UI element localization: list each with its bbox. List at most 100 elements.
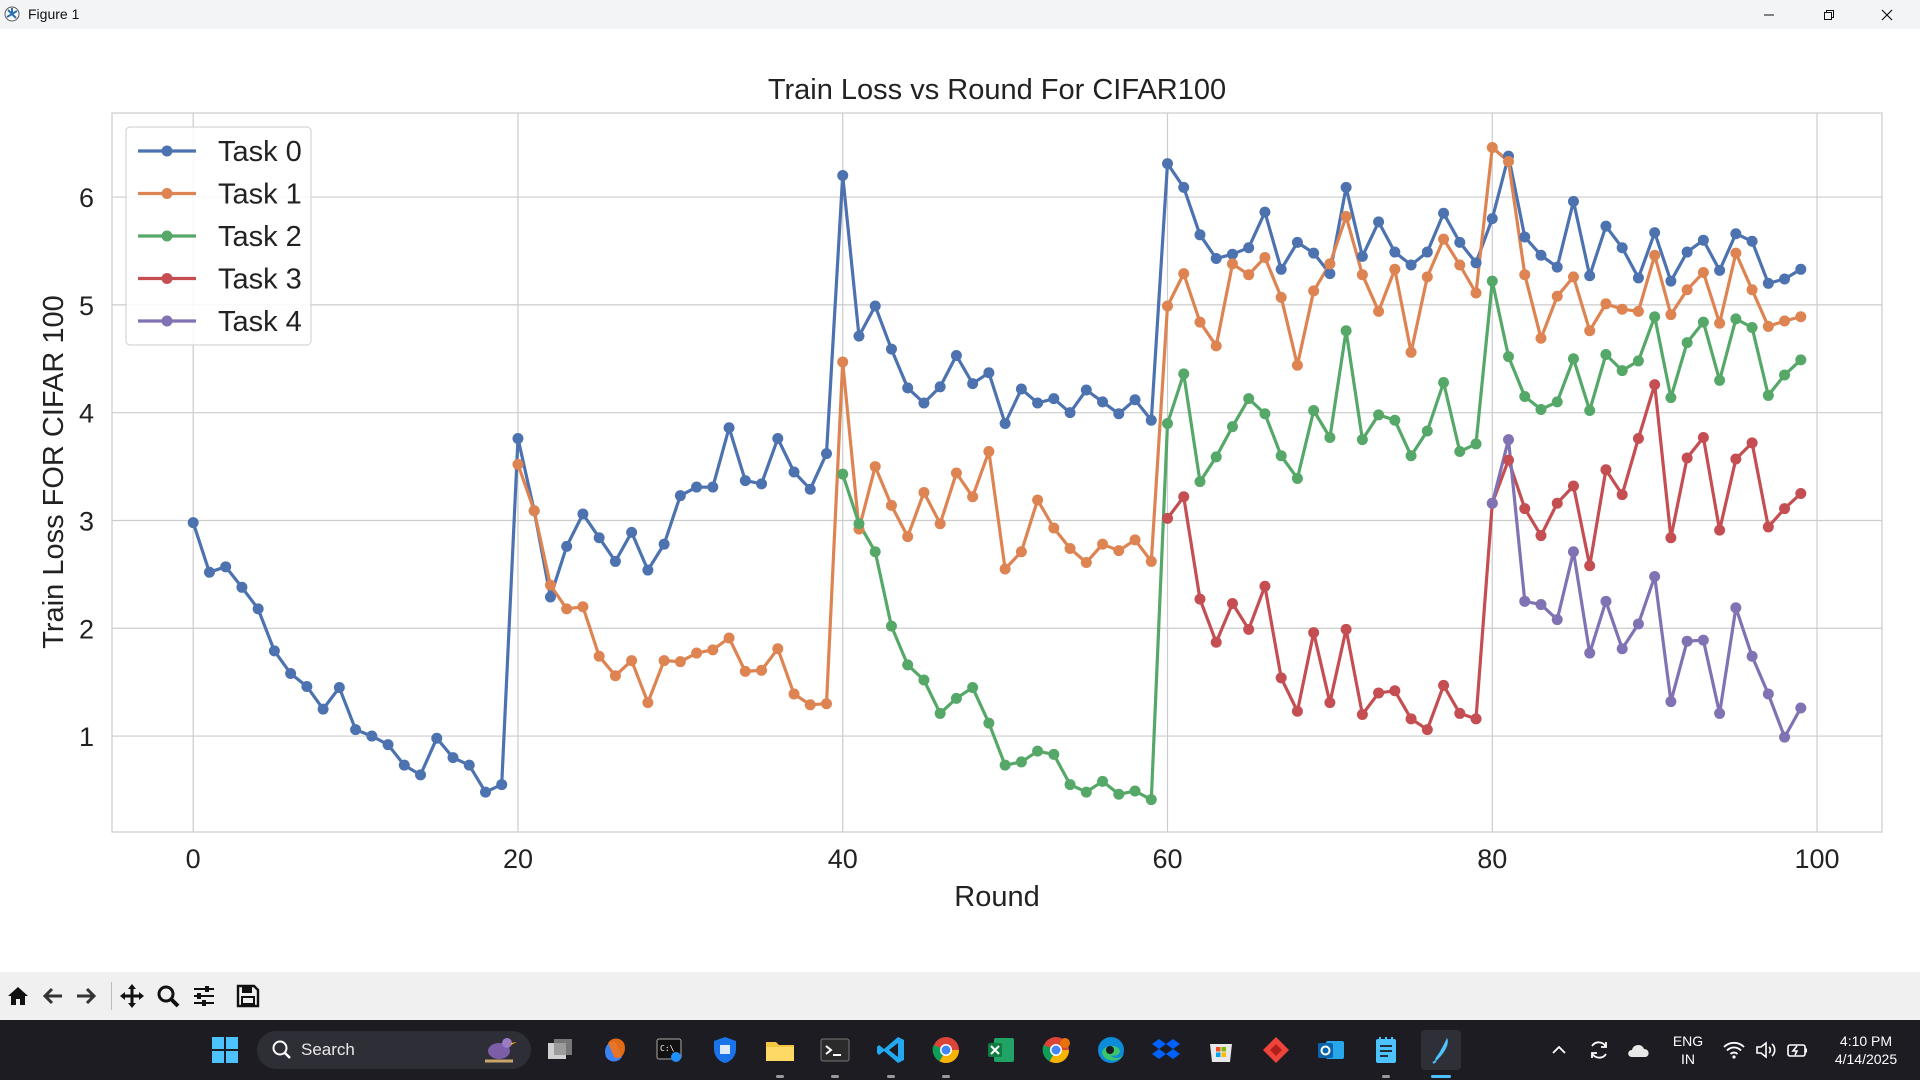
data-point-task-0: [366, 730, 378, 742]
data-point-task-0: [1340, 181, 1352, 193]
forward-button[interactable]: [70, 980, 102, 1012]
data-point-task-4: [1519, 595, 1531, 607]
data-point-task-1: [1681, 284, 1693, 296]
configure-subplots-button[interactable]: [188, 980, 220, 1012]
copilot-button[interactable]: [595, 1030, 635, 1070]
data-point-task-0: [1064, 407, 1076, 419]
chrome-button[interactable]: [926, 1030, 966, 1078]
task-view-button[interactable]: [541, 1030, 581, 1070]
data-point-task-4: [1503, 434, 1515, 446]
data-point-task-3: [1438, 679, 1450, 691]
python-figure-button[interactable]: [1421, 1030, 1461, 1078]
data-point-task-2: [1567, 353, 1579, 365]
data-point-task-4: [1486, 497, 1498, 509]
anydesk-button[interactable]: [1256, 1030, 1296, 1070]
notepad-button[interactable]: [1366, 1030, 1406, 1078]
back-button[interactable]: [37, 980, 69, 1012]
data-point-task-2: [1795, 354, 1807, 366]
data-point-task-0: [788, 466, 800, 478]
data-point-task-0: [382, 739, 394, 751]
data-point-task-1: [512, 458, 524, 470]
clock[interactable]: 4:10 PM 4/14/2025: [1820, 1032, 1912, 1068]
start-button[interactable]: [205, 1030, 245, 1070]
data-point-task-0: [739, 475, 751, 487]
onedrive-tray-button[interactable]: [1621, 1030, 1657, 1070]
data-point-task-3: [1665, 532, 1677, 544]
data-point-task-4: [1795, 702, 1807, 714]
data-point-task-0: [447, 752, 459, 764]
edge-button[interactable]: [1091, 1030, 1131, 1070]
data-point-task-0: [1226, 248, 1238, 260]
data-point-task-1: [1438, 233, 1450, 245]
figure-canvas[interactable]: 0 20 40 60 80 100 1 2 3 4 5 6 Train Loss vs Round F…: [0, 29, 1920, 972]
data-point-task-3: [1681, 452, 1693, 464]
language-indicator[interactable]: ENG IN: [1664, 1032, 1712, 1068]
data-point-task-1: [1584, 325, 1596, 337]
data-point-task-2: [1389, 414, 1401, 426]
outlook-button[interactable]: [1311, 1030, 1351, 1070]
windows-logo-icon: [212, 1037, 238, 1063]
folder-icon: [766, 1042, 794, 1061]
microsoft-store-button[interactable]: [1201, 1030, 1241, 1070]
dropbox-icon: [1152, 1039, 1180, 1059]
close-button[interactable]: [1858, 0, 1916, 29]
legend-label-task-1: Task 1: [218, 179, 302, 211]
data-point-task-0: [609, 555, 621, 567]
data-point-task-1: [934, 518, 946, 530]
data-point-task-2: [1762, 389, 1774, 401]
x-axis-label: Round: [954, 881, 1039, 913]
data-point-task-1: [1048, 522, 1060, 534]
data-point-task-0: [398, 759, 410, 771]
data-point-task-4: [1616, 643, 1628, 655]
data-point-task-2: [1145, 794, 1157, 806]
data-point-task-3: [1275, 672, 1287, 684]
data-point-task-1: [756, 664, 768, 676]
notepad-icon: [1376, 1037, 1396, 1063]
chrome-profile-button[interactable]: [1036, 1030, 1076, 1070]
data-point-task-1: [561, 603, 573, 615]
save-button[interactable]: [232, 980, 264, 1012]
data-point-task-1: [918, 486, 930, 498]
data-point-task-1: [772, 643, 784, 655]
data-point-task-1: [674, 656, 686, 668]
show-hidden-icons-button[interactable]: [1541, 1030, 1577, 1070]
data-point-task-4: [1535, 599, 1547, 611]
legend-marker-task-1: [161, 188, 173, 199]
file-explorer-button[interactable]: [760, 1030, 800, 1078]
vscode-button[interactable]: [871, 1030, 911, 1078]
home-button[interactable]: [2, 980, 34, 1012]
wifi-icon: [1723, 1041, 1745, 1059]
quill-pen-icon: [1432, 1038, 1448, 1064]
data-point-task-1: [820, 698, 832, 710]
anydesk-icon: [1263, 1037, 1289, 1063]
quick-settings-button[interactable]: [1716, 1030, 1820, 1070]
excel-button[interactable]: [981, 1030, 1021, 1070]
zoom-button[interactable]: [152, 980, 184, 1012]
navigation-toolbar: [0, 972, 1920, 1020]
taskbar-search-box[interactable]: Search: [257, 1031, 531, 1069]
restore-button[interactable]: [1800, 0, 1858, 29]
terminal-button[interactable]: [815, 1030, 855, 1078]
data-point-task-1: [1145, 555, 1157, 567]
running-indicator: [831, 1075, 839, 1078]
data-point-task-0: [1405, 259, 1417, 271]
terminal-admin-button[interactable]: C:\: [649, 1030, 689, 1070]
data-point-task-1: [1762, 320, 1774, 332]
data-point-task-0: [577, 508, 589, 520]
home-icon: [8, 987, 28, 1005]
data-point-task-0: [1291, 236, 1303, 248]
minimize-button[interactable]: [1740, 0, 1798, 29]
defender-button[interactable]: [705, 1030, 745, 1070]
search-label: Search: [301, 1040, 355, 1059]
data-point-task-4: [1714, 707, 1726, 719]
x-tick-label: 100: [1795, 844, 1840, 874]
data-point-task-1: [1632, 305, 1644, 317]
data-point-task-0: [187, 517, 199, 529]
data-point-task-1: [1454, 259, 1466, 271]
data-point-task-2: [1064, 779, 1076, 791]
data-point-task-0: [512, 433, 524, 445]
back-arrow-icon: [42, 987, 62, 1005]
sync-tray-button[interactable]: [1581, 1030, 1617, 1070]
dropbox-button[interactable]: [1146, 1030, 1186, 1070]
pan-button[interactable]: [116, 980, 148, 1012]
